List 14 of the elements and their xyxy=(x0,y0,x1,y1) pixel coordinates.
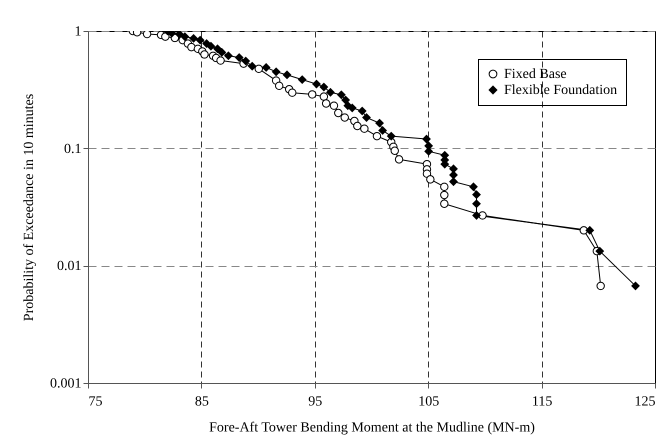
y-axis-title: Probability of Exceedance in 10 minutes xyxy=(22,94,37,322)
y-tick-label: 0.01 xyxy=(57,259,82,274)
x-tick-label: 85 xyxy=(194,394,209,410)
x-tick-label: 115 xyxy=(532,394,552,410)
y-tick-label: 0.001 xyxy=(50,376,82,392)
legend-label: Fixed Base xyxy=(504,67,567,82)
y-tick-label: 0.1 xyxy=(64,142,82,157)
x-tick-label: 75 xyxy=(88,394,102,410)
x-tick-label: 105 xyxy=(418,394,440,410)
legend-label: Flexible Foundation xyxy=(504,83,618,98)
x-axis-title: Fore-Aft Tower Bending Moment at the Mudline (MN-m) xyxy=(209,420,536,436)
x-tick-label: 125 xyxy=(634,394,656,410)
x-tick-label: 95 xyxy=(308,394,322,410)
y-tick-label: 1 xyxy=(74,24,82,40)
